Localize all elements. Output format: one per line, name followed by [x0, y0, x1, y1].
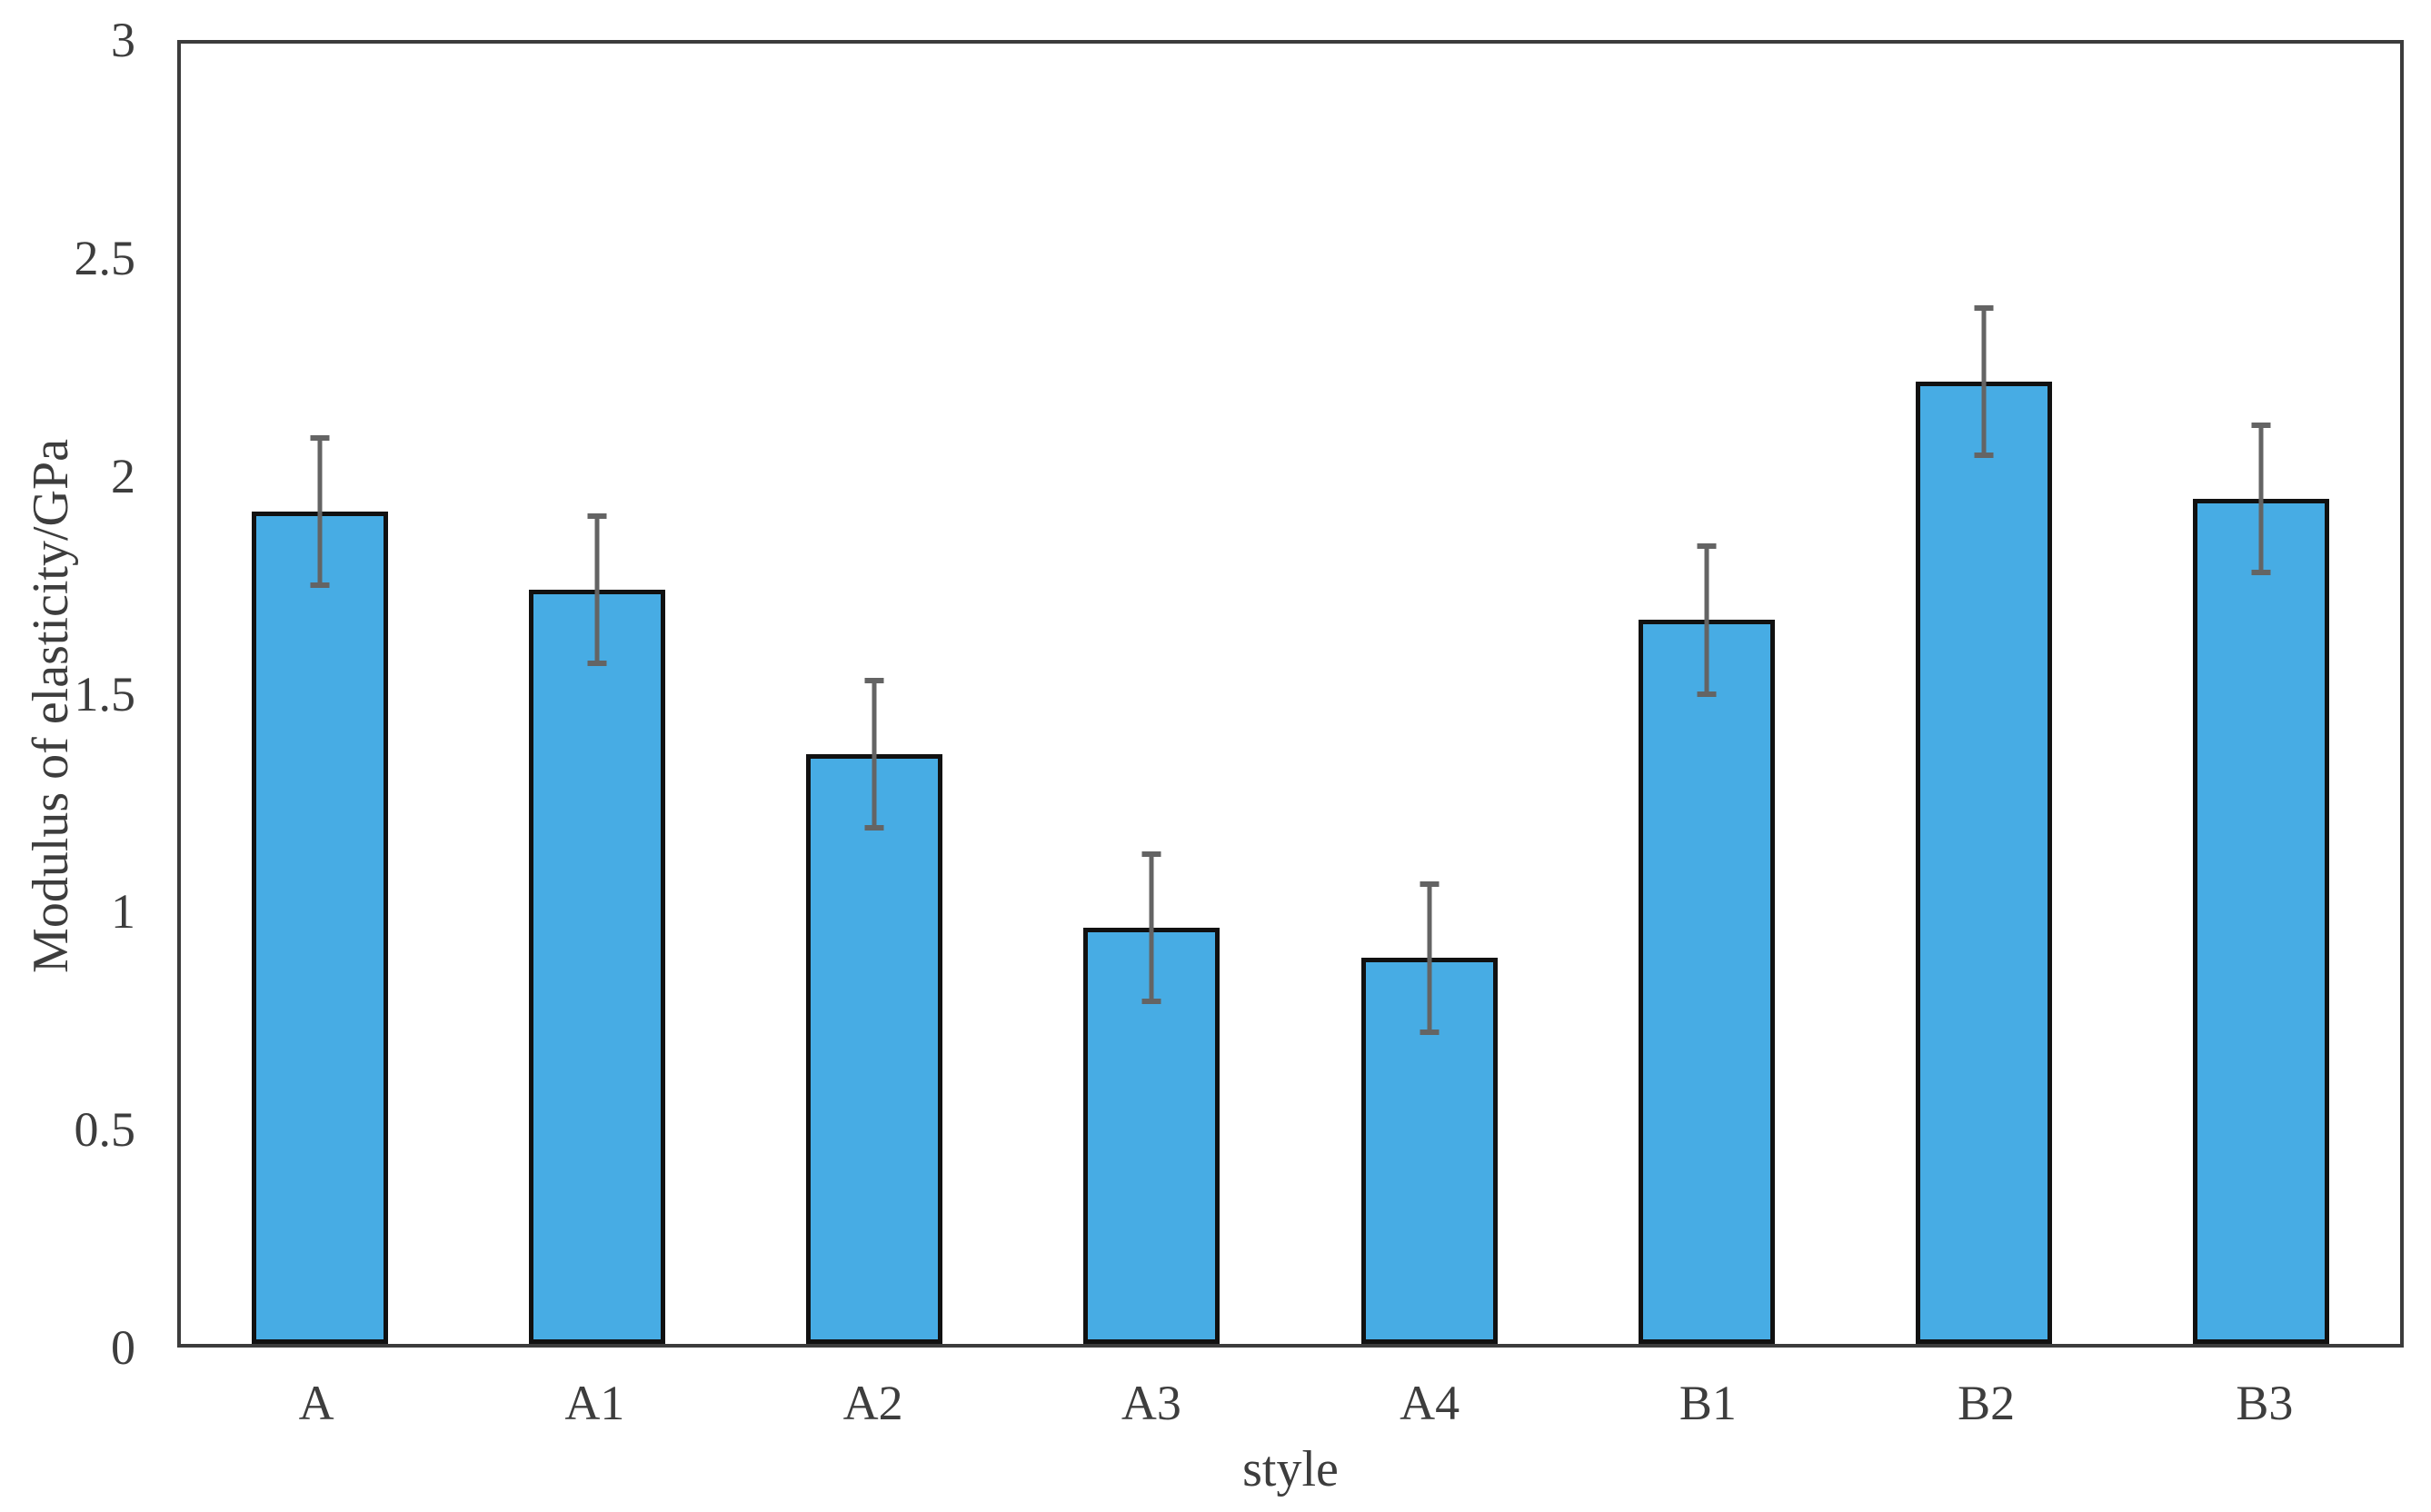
error-cap-bottom-B1 — [1697, 691, 1717, 697]
x-axis-title: style — [1242, 1441, 1339, 1497]
error-cap-top-A2 — [864, 678, 884, 684]
x-tick-label-A3: A3 — [1121, 1376, 1181, 1430]
error-cap-top-A4 — [1420, 881, 1440, 888]
x-tick-label-A4: A4 — [1400, 1376, 1460, 1430]
error-bar-A — [317, 438, 323, 586]
bar-A1 — [528, 590, 665, 1344]
x-tick-label-A2: A2 — [842, 1376, 903, 1430]
x-tick-label-A: A — [298, 1376, 334, 1430]
x-tick-label-B3: B3 — [2236, 1376, 2294, 1430]
y-axis-tick-labels: 0 0.5 1 1.5 2 2.5 3 — [0, 15, 177, 1372]
error-cap-top-B1 — [1697, 543, 1717, 550]
y-tick-label-0.5: 0.5 — [74, 1102, 136, 1158]
error-cap-top-A3 — [1141, 850, 1161, 857]
error-bar-B3 — [2258, 424, 2264, 572]
error-cap-top-A1 — [587, 512, 607, 519]
y-tick-label-3: 3 — [111, 13, 135, 67]
error-cap-bottom-A3 — [1141, 999, 1161, 1005]
bar-B1 — [1638, 620, 1775, 1344]
error-cap-top-B2 — [1974, 304, 1994, 311]
error-cap-top-A — [310, 435, 330, 442]
y-tick-label-2: 2 — [111, 448, 135, 503]
x-tick-label-B2: B2 — [1958, 1376, 2016, 1430]
y-tick-label-1.5: 1.5 — [74, 666, 136, 721]
error-cap-bottom-B2 — [1974, 453, 1994, 459]
error-cap-bottom-A1 — [587, 661, 607, 667]
error-cap-top-B3 — [2251, 422, 2271, 428]
error-bar-A4 — [1427, 884, 1432, 1032]
bar-B2 — [1916, 382, 2053, 1344]
error-bar-A3 — [1149, 854, 1154, 1002]
x-tick-label-B1: B1 — [1679, 1376, 1737, 1430]
y-tick-label-2.5: 2.5 — [74, 230, 136, 285]
y-tick-label-1: 1 — [111, 884, 135, 940]
error-cap-bottom-B3 — [2251, 569, 2271, 575]
x-tick-label-A1: A1 — [564, 1376, 625, 1430]
error-bar-B1 — [1704, 546, 1709, 694]
y-tick-label-0: 0 — [111, 1320, 135, 1375]
bar-B3 — [2193, 498, 2330, 1344]
error-bar-B2 — [1981, 307, 1987, 456]
error-cap-bottom-A — [310, 582, 330, 589]
bar-A2 — [806, 754, 943, 1344]
plot-area — [177, 40, 2404, 1348]
error-bar-A2 — [872, 681, 877, 829]
error-bar-A1 — [594, 515, 600, 664]
error-cap-bottom-A2 — [864, 825, 884, 831]
bar-A — [251, 512, 388, 1344]
error-cap-bottom-A4 — [1420, 1029, 1440, 1035]
